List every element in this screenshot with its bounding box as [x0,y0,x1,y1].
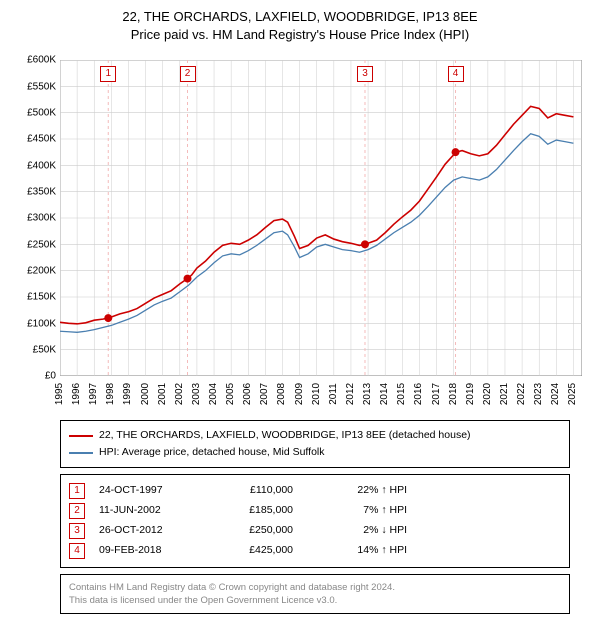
event-diff-3: 2% ↓ HPI [307,521,407,541]
event-price-4: £425,000 [213,541,293,561]
title-line-1: 22, THE ORCHARDS, LAXFIELD, WOODBRIDGE, … [0,8,600,26]
event-price-2: £185,000 [213,501,293,521]
y-tick-label: £200K [12,266,56,277]
legend-row-hpi: HPI: Average price, detached house, Mid … [69,444,561,461]
events-box: 1 24-OCT-1997 £110,000 22% ↑ HPI 2 11-JU… [60,474,570,568]
y-tick-label: £100K [12,318,56,329]
event-row-4: 4 09-FEB-2018 £425,000 14% ↑ HPI [69,541,561,561]
sale-callout-4: 4 [448,66,464,82]
y-tick-label: £600K [12,55,56,66]
chart-area: £0 £50K £100K £150K £200K £250K £300K £350K £400… [12,52,588,412]
event-marker-1: 1 [69,483,85,499]
event-row-2: 2 11-JUN-2002 £185,000 7% ↑ HPI [69,501,561,521]
title-line-2: Price paid vs. HM Land Registry's House … [0,26,600,44]
legend-label-hpi: HPI: Average price, detached house, Mid … [99,444,325,461]
legend-row-property: 22, THE ORCHARDS, LAXFIELD, WOODBRIDGE, … [69,427,561,444]
event-row-3: 3 26-OCT-2012 £250,000 2% ↓ HPI [69,521,561,541]
x-tick-label: 2025 [557,383,589,405]
y-tick-label: £50K [12,345,56,356]
sale-callout-2: 2 [180,66,196,82]
event-date-3: 26-OCT-2012 [99,521,199,541]
footer-box: Contains HM Land Registry data © Crown c… [60,574,570,615]
event-marker-3: 3 [69,523,85,539]
event-date-1: 24-OCT-1997 [99,481,199,501]
legend-box: 22, THE ORCHARDS, LAXFIELD, WOODBRIDGE, … [60,420,570,468]
title-block: 22, THE ORCHARDS, LAXFIELD, WOODBRIDGE, … [0,0,600,48]
event-date-2: 11-JUN-2002 [99,501,199,521]
plot-region [60,60,582,376]
y-tick-label: £0 [12,371,56,382]
y-tick-label: £250K [12,239,56,250]
event-date-4: 09-FEB-2018 [99,541,199,561]
y-tick-label: £150K [12,292,56,303]
event-marker-2: 2 [69,503,85,519]
event-row-1: 1 24-OCT-1997 £110,000 22% ↑ HPI [69,481,561,501]
legend-label-property: 22, THE ORCHARDS, LAXFIELD, WOODBRIDGE, … [99,427,471,444]
plot-svg [60,60,582,376]
legend-swatch-property [69,435,93,437]
y-tick-label: £350K [12,187,56,198]
event-diff-1: 22% ↑ HPI [307,481,407,501]
y-tick-label: £450K [12,134,56,145]
y-tick-label: £500K [12,108,56,119]
footer-line-1: Contains HM Land Registry data © Crown c… [69,581,561,594]
event-diff-4: 14% ↑ HPI [307,541,407,561]
event-price-3: £250,000 [213,521,293,541]
sale-callout-1: 1 [100,66,116,82]
chart-container: 22, THE ORCHARDS, LAXFIELD, WOODBRIDGE, … [0,0,600,614]
legend-swatch-hpi [69,452,93,454]
y-tick-label: £400K [12,160,56,171]
event-marker-4: 4 [69,543,85,559]
footer-line-2: This data is licensed under the Open Gov… [69,594,561,607]
event-price-1: £110,000 [213,481,293,501]
y-tick-label: £300K [12,213,56,224]
sale-callout-3: 3 [357,66,373,82]
event-diff-2: 7% ↑ HPI [307,501,407,521]
y-tick-label: £550K [12,81,56,92]
